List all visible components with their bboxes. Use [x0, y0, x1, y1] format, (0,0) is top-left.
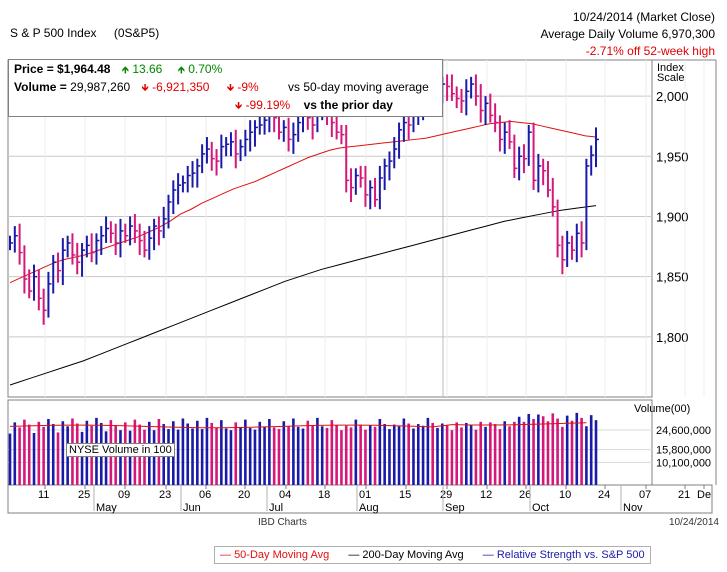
day-label: 10 — [559, 489, 571, 501]
index-title: S & P 500 Index (0S&P5) — [10, 26, 159, 40]
legend-rs: — Relative Strength vs. S&P 500 — [482, 549, 645, 561]
month-label: Aug — [359, 502, 379, 514]
day-label: 15 — [399, 489, 411, 501]
index-name: S & P 500 Index — [10, 26, 97, 40]
vs-prior-pct: -99.19% — [245, 98, 291, 112]
source-label: IBD Charts — [258, 517, 307, 528]
volume-change: -6,921,350 — [152, 80, 210, 94]
legend-ma200: — 200-Day Moving Avg — [348, 549, 464, 561]
legend-ma50: — 50-Day Moving Avg — [220, 549, 330, 561]
volume-tick-label: 24,600,000 — [656, 425, 711, 437]
day-label: 09 — [118, 489, 130, 501]
down-arrow-icon: 🡻 — [226, 83, 234, 94]
vs50-text: vs 50-day moving average — [288, 80, 429, 94]
price-tick-label: 1,850 — [656, 270, 689, 285]
index-symbol: (0S&P5) — [113, 26, 160, 40]
down-arrow-icon: 🡻 — [235, 101, 243, 112]
header-stats: 10/24/2014 (Market Close) Average Daily … — [540, 9, 715, 60]
legend-ma50-label: 50-Day Moving Avg — [234, 549, 330, 561]
vs-prior-text: vs the prior day — [303, 98, 393, 112]
off-52-week-high: -2.71% off 52-week high — [585, 44, 715, 58]
up-arrow-icon: 🡹 — [177, 65, 185, 76]
legend-rs-label: Relative Strength vs. S&P 500 — [496, 549, 645, 561]
month-label: Jul — [269, 502, 283, 514]
ma50-line — [9, 120, 597, 284]
scale-title-line1: Index — [657, 62, 684, 74]
volume-label: Volume = — [14, 80, 67, 94]
vs50-pct: -9% — [237, 80, 259, 94]
volume-title: Volume(00) — [634, 403, 691, 415]
month-label: Nov — [623, 502, 643, 514]
scale-title-line2: Scale — [657, 72, 685, 84]
price-change: 13.66 — [132, 62, 163, 76]
day-label: 24 — [598, 489, 610, 501]
month-label: May — [96, 502, 117, 514]
day-label: 18 — [318, 489, 330, 501]
day-label: 04 — [279, 489, 291, 501]
volume-tick-label: 15,800,000 — [656, 445, 711, 457]
price-label: Price = — [14, 62, 54, 76]
month-label: Oct — [532, 502, 549, 514]
day-label: 23 — [159, 489, 171, 501]
down-arrow-icon: 🡻 — [141, 83, 149, 94]
up-arrow-icon: 🡹 — [121, 65, 129, 76]
month-label: Jun — [183, 502, 201, 514]
price-row: Price = $1,964.48 🡹 13.66 🡹 0.70% — [14, 60, 222, 80]
day-label: 20 — [238, 489, 250, 501]
day-label: 12 — [480, 489, 492, 501]
price-change-pct: 0.70% — [188, 62, 223, 76]
volume-value: 29,987,260 — [70, 80, 131, 94]
day-label: 06 — [199, 489, 211, 501]
day-label: De — [697, 489, 711, 501]
month-label: Sep — [445, 502, 465, 514]
avg-daily-volume: Average Daily Volume 6,970,300 — [540, 27, 715, 41]
volume-ma-line — [9, 422, 587, 429]
price-tick-label: 1,900 — [656, 209, 689, 224]
nyse-volume-label: NYSE Volume in 100 — [66, 443, 175, 457]
day-label: 21 — [678, 489, 690, 501]
price-tick-label: 1,800 — [656, 330, 689, 345]
day-label: 26 — [519, 489, 531, 501]
vs-prior-row: 🡻 -99.19% vs the prior day — [235, 96, 393, 116]
day-label: 25 — [78, 489, 90, 501]
day-label: 07 — [639, 489, 651, 501]
price-value: $1,964.48 — [57, 62, 111, 76]
chart-legend: — 50-Day Moving Avg — 200-Day Moving Avg… — [214, 546, 651, 564]
index-scale-title: Index Scale — [657, 62, 685, 84]
volume-tick-label: 10,100,000 — [656, 457, 711, 469]
legend-ma200-label: 200-Day Moving Avg — [362, 549, 464, 561]
price-tick-label: 2,000 — [656, 89, 689, 104]
volume-row: Volume = 29,987,260 🡻 -6,921,350 🡻 -9% v… — [14, 78, 429, 98]
footer-date: 10/24/2014 — [668, 517, 719, 528]
ma200-line — [9, 205, 597, 386]
day-label: 29 — [440, 489, 452, 501]
price-tick-label: 1,950 — [656, 149, 689, 164]
header-date: 10/24/2014 (Market Close) — [572, 10, 715, 24]
price-info-box: Price = $1,964.48 🡹 13.66 🡹 0.70% Volume… — [8, 59, 443, 117]
day-label: 11 — [38, 489, 49, 501]
day-label: 01 — [359, 489, 371, 501]
